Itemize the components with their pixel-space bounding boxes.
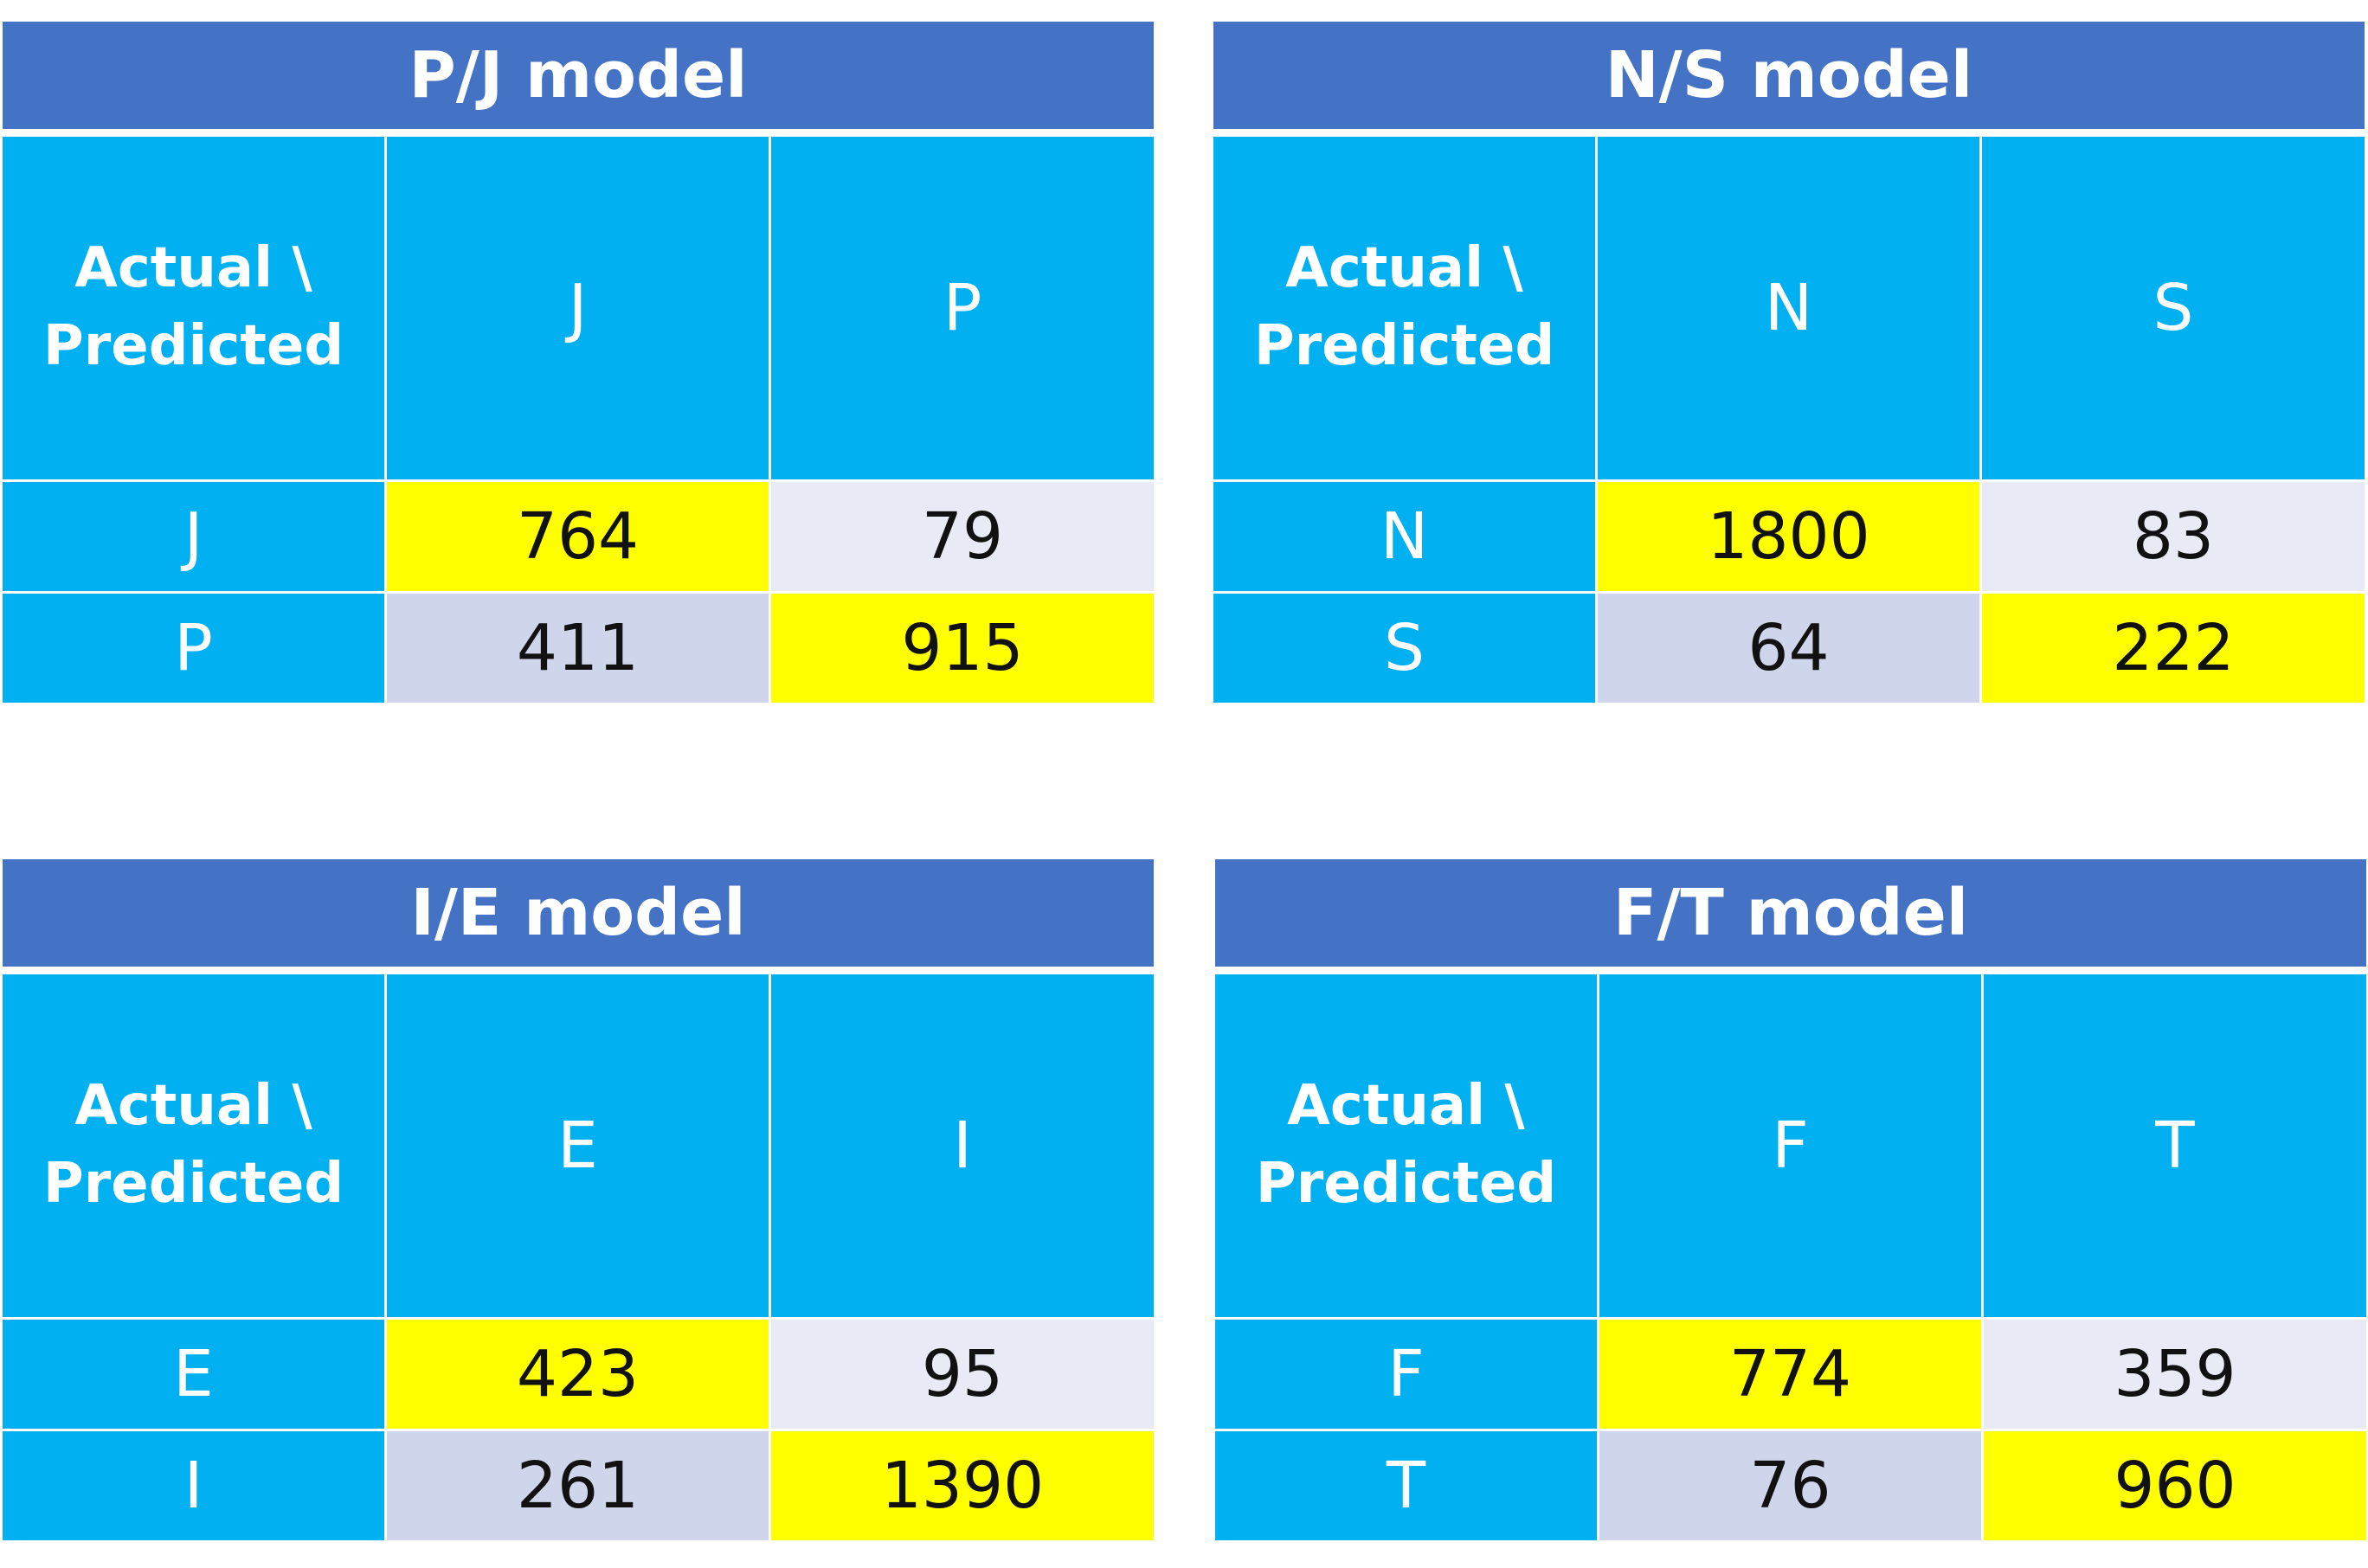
matrix-title: F/T model (1215, 859, 2366, 974)
column-header: I (771, 974, 1154, 1317)
row-header: S (1213, 594, 1595, 703)
matrix-title: I/E model (3, 859, 1154, 974)
corner-line-2: Predicted (42, 314, 344, 378)
matrix-cell: 222 (1982, 594, 2365, 703)
corner-line-1: Actual \ (74, 1074, 312, 1139)
confusion-matrix-ns: N/S model Actual \ Predicted N S N 1800 8… (1213, 22, 2365, 703)
matrix-grid: Actual \ Predicted E I E 423 95 I 261 139… (3, 974, 1154, 1540)
matrix-title: P/J model (3, 22, 1154, 137)
corner-line-1: Actual \ (74, 236, 312, 301)
column-header: S (1982, 137, 2365, 479)
matrix-grid: Actual \ Predicted N S N 1800 83 S 64 222 (1213, 137, 2365, 703)
row-header: F (1215, 1320, 1597, 1429)
matrix-cell: 76 (1599, 1431, 1981, 1540)
column-header: N (1598, 137, 1979, 479)
corner-header: Actual \ Predicted (1215, 974, 1597, 1317)
column-header: P (771, 137, 1154, 479)
matrix-cell: 1390 (771, 1431, 1154, 1540)
row-header: P (3, 594, 384, 703)
confusion-matrix-ie: I/E model Actual \ Predicted E I E 423 95… (3, 859, 1154, 1540)
column-header: T (1984, 974, 2366, 1317)
corner-header: Actual \ Predicted (1213, 137, 1595, 479)
matrix-cell: 95 (771, 1320, 1154, 1429)
row-header: J (3, 482, 384, 591)
column-header: F (1599, 974, 1981, 1317)
matrix-title: N/S model (1213, 22, 2365, 137)
matrix-cell: 774 (1599, 1320, 1981, 1429)
corner-header: Actual \ Predicted (3, 137, 384, 479)
row-header: N (1213, 482, 1595, 591)
corner-line-1: Actual \ (1285, 236, 1523, 301)
corner-header: Actual \ Predicted (3, 974, 384, 1317)
matrix-cell: 64 (1598, 594, 1979, 703)
row-header: I (3, 1431, 384, 1540)
matrix-grid: Actual \ Predicted F T F 774 359 T 76 960 (1215, 974, 2366, 1540)
matrix-cell: 764 (387, 482, 769, 591)
confusion-matrix-ft: F/T model Actual \ Predicted F T F 774 35… (1215, 859, 2366, 1540)
matrix-cell: 1800 (1598, 482, 1979, 591)
row-header: E (3, 1320, 384, 1429)
matrix-cell: 915 (771, 594, 1154, 703)
corner-line-2: Predicted (1255, 1152, 1557, 1216)
matrix-cell: 261 (387, 1431, 769, 1540)
corner-line-1: Actual \ (1287, 1074, 1525, 1139)
column-header: J (387, 137, 769, 479)
row-header: T (1215, 1431, 1597, 1540)
column-header: E (387, 974, 769, 1317)
matrix-cell: 960 (1984, 1431, 2366, 1540)
matrix-cell: 411 (387, 594, 769, 703)
corner-line-2: Predicted (42, 1152, 344, 1216)
matrix-grid: Actual \ Predicted J P J 764 79 P 411 915 (3, 137, 1154, 703)
matrix-cell: 79 (771, 482, 1154, 591)
corner-line-2: Predicted (1253, 314, 1555, 378)
matrix-cell: 83 (1982, 482, 2365, 591)
matrix-cell: 359 (1984, 1320, 2366, 1429)
confusion-matrix-pj: P/J model Actual \ Predicted J P J 764 79… (3, 22, 1154, 703)
matrix-cell: 423 (387, 1320, 769, 1429)
